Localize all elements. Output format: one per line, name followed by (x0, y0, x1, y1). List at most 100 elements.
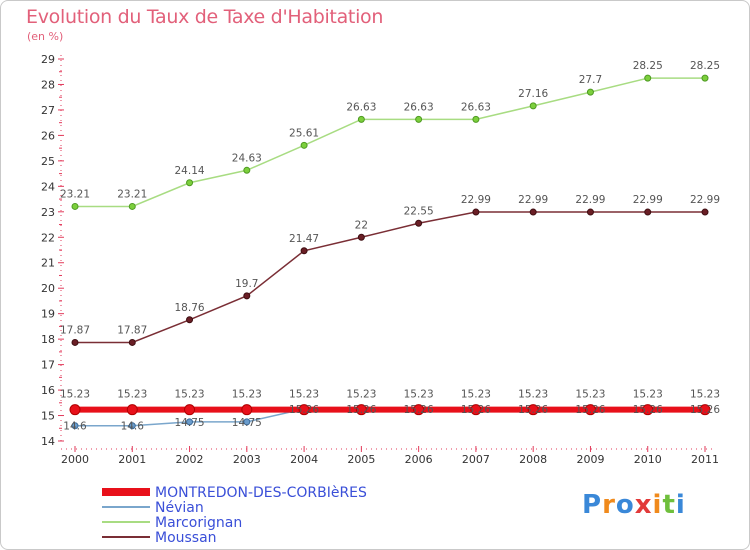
x-tick-label: 2008 (519, 453, 547, 466)
series-lines (69, 74, 711, 430)
y-tick-label: 25 (41, 155, 55, 168)
y-tick-label: 18 (41, 333, 55, 346)
x-tick-label: 2002 (176, 453, 204, 466)
data-point (128, 202, 136, 210)
data-label: 15.26 (633, 404, 663, 416)
x-tick-label: 2005 (347, 453, 375, 466)
data-label: 26.63 (346, 101, 376, 113)
data-label: 24.14 (175, 165, 205, 177)
data-point (642, 404, 654, 416)
y-tick-label: 15 (41, 410, 55, 423)
y-tick-label: 17 (41, 359, 55, 372)
data-point (71, 338, 79, 346)
x-tick-label: 2006 (405, 453, 433, 466)
data-point (298, 404, 310, 416)
y-tick-label: 20 (41, 282, 55, 295)
chart-title: Evolution du Taux de Taxe d'Habitation (26, 6, 384, 28)
x-tick-label: 2000 (61, 453, 89, 466)
data-label: 28.25 (690, 60, 720, 72)
data-label: 14.75 (175, 417, 205, 429)
data-point (186, 418, 194, 426)
data-label: 15.23 (232, 389, 262, 401)
y-tick-label: 22 (41, 231, 55, 244)
data-label: 14.6 (63, 421, 87, 433)
data-point (472, 208, 480, 216)
data-point (128, 422, 136, 430)
data-label: 15.23 (117, 389, 147, 401)
chart-unit-label: (en %) (27, 30, 64, 43)
proxiti-logo: Proxiti (582, 490, 686, 520)
data-label: 15.23 (518, 389, 548, 401)
data-point (586, 88, 594, 96)
data-label: 15.23 (461, 389, 491, 401)
data-point (355, 404, 367, 416)
data-label: 15.23 (575, 389, 605, 401)
x-tick-label: 2001 (118, 453, 146, 466)
data-label: 22.99 (575, 194, 605, 206)
data-point (527, 404, 539, 416)
data-point (300, 247, 308, 255)
data-label: 22.99 (461, 194, 491, 206)
y-tick-label: 29 (41, 53, 55, 66)
data-label: 17.87 (117, 324, 147, 336)
data-label: 17.87 (60, 324, 90, 336)
x-tick-label: 2003 (233, 453, 261, 466)
data-label: 14.75 (232, 417, 262, 429)
data-point (470, 404, 482, 416)
data-label: 23.21 (117, 188, 147, 200)
data-point (413, 404, 425, 416)
data-point (243, 166, 251, 174)
data-label: 15.26 (518, 404, 548, 416)
data-point (184, 404, 196, 416)
axes: 14 15 16 17 18 19 20 21 22 23 24 25 26 27 28 29 2000 2001… (41, 53, 719, 466)
data-label: 26.63 (404, 101, 434, 113)
legend-label: Marcorignan (155, 515, 242, 531)
logo-letter: i (675, 490, 686, 520)
data-point (69, 404, 81, 416)
logo-letter: P (582, 490, 603, 520)
data-point (357, 115, 365, 123)
data-point (186, 179, 194, 187)
data-labels: 15.23 15.23 15.23 15.23 15.23 15.23 15.23 15.23… (60, 60, 720, 433)
x-tick-label: 2007 (462, 453, 490, 466)
data-label: 15.26 (289, 404, 319, 416)
data-label: 15.26 (461, 404, 491, 416)
x-tick-label: 2011 (691, 453, 719, 466)
legend-label: MONTREDON-DES-CORBIèRES (155, 485, 367, 501)
y-tick-label: 27 (41, 104, 55, 117)
y-tick-label: 23 (41, 206, 55, 219)
data-label: 18.76 (175, 302, 205, 314)
y-tick-label: 28 (41, 78, 55, 91)
data-point (71, 422, 79, 430)
data-point (529, 208, 537, 216)
y-tick-label: 24 (41, 180, 55, 193)
x-tick-label: 2010 (634, 453, 662, 466)
logo-letter: t (662, 490, 676, 520)
data-label: 22 (355, 219, 368, 231)
data-point (300, 141, 308, 149)
data-label: 25.61 (289, 127, 319, 139)
data-label: 15.23 (346, 389, 376, 401)
data-label: 15.23 (690, 389, 720, 401)
data-label: 23.21 (60, 188, 90, 200)
data-label: 15.23 (633, 389, 663, 401)
data-label: 24.63 (232, 152, 262, 164)
data-point (243, 292, 251, 300)
data-point (357, 233, 365, 241)
data-label: 15.26 (690, 404, 720, 416)
data-label: 15.23 (60, 389, 90, 401)
y-tick-label: 19 (41, 308, 55, 321)
data-label: 15.26 (404, 404, 434, 416)
y-tick-label: 16 (41, 384, 55, 397)
data-label: 15.23 (404, 389, 434, 401)
y-tick-label: 14 (41, 435, 55, 448)
data-point (701, 74, 709, 82)
data-point (415, 219, 423, 227)
logo-letter: o (615, 490, 635, 520)
data-point (586, 208, 594, 216)
logo-letter: i (652, 490, 663, 520)
data-label: 22.99 (518, 194, 548, 206)
x-tick-label: 2009 (576, 453, 604, 466)
